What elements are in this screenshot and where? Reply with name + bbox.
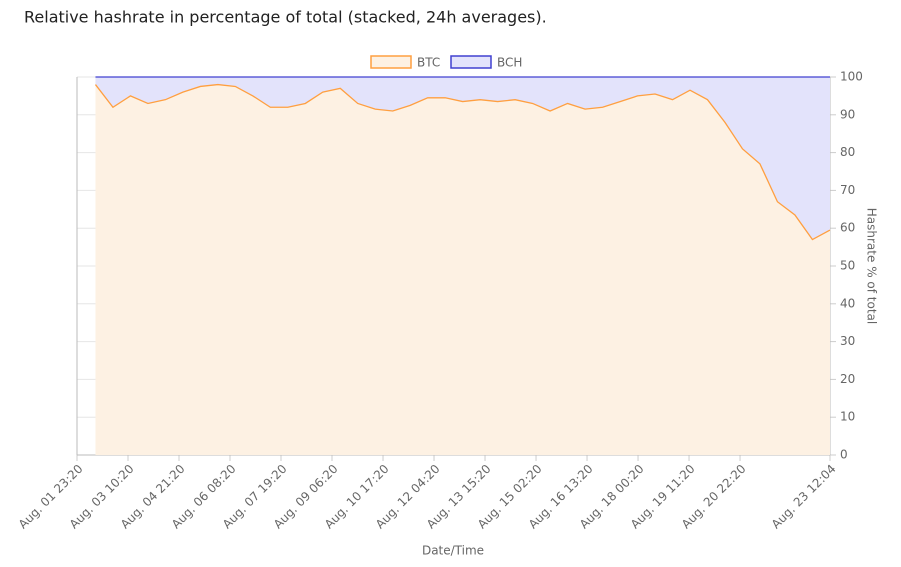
y-tick-label: 70 <box>840 183 855 197</box>
area <box>95 84 831 455</box>
chart-title: Relative hashrate in percentage of total… <box>24 8 547 27</box>
legend-swatch <box>450 55 492 69</box>
legend-label: BTC <box>417 56 440 70</box>
y-tick-label: 40 <box>840 296 855 310</box>
x-tick-label: Aug. 23 12:04 <box>769 462 839 532</box>
y-tick-label: 60 <box>840 221 855 235</box>
legend-label: BCH <box>497 56 522 70</box>
y-tick-label: 10 <box>840 410 855 424</box>
legend-swatch <box>370 55 412 69</box>
y-tick-label: 80 <box>840 145 855 159</box>
y-tick-label: 90 <box>840 107 855 121</box>
y-tick-label: 100 <box>840 70 863 84</box>
area <box>95 77 831 240</box>
y-tick-label: 0 <box>840 448 848 462</box>
x-axis-title: Date/Time <box>422 544 484 558</box>
y-tick-label: 20 <box>840 372 855 386</box>
line <box>94 83 831 241</box>
y-tick-label: 50 <box>840 259 855 273</box>
y-tick-label: 30 <box>840 334 855 348</box>
y-axis-title: Hashrate % of total <box>865 208 879 324</box>
